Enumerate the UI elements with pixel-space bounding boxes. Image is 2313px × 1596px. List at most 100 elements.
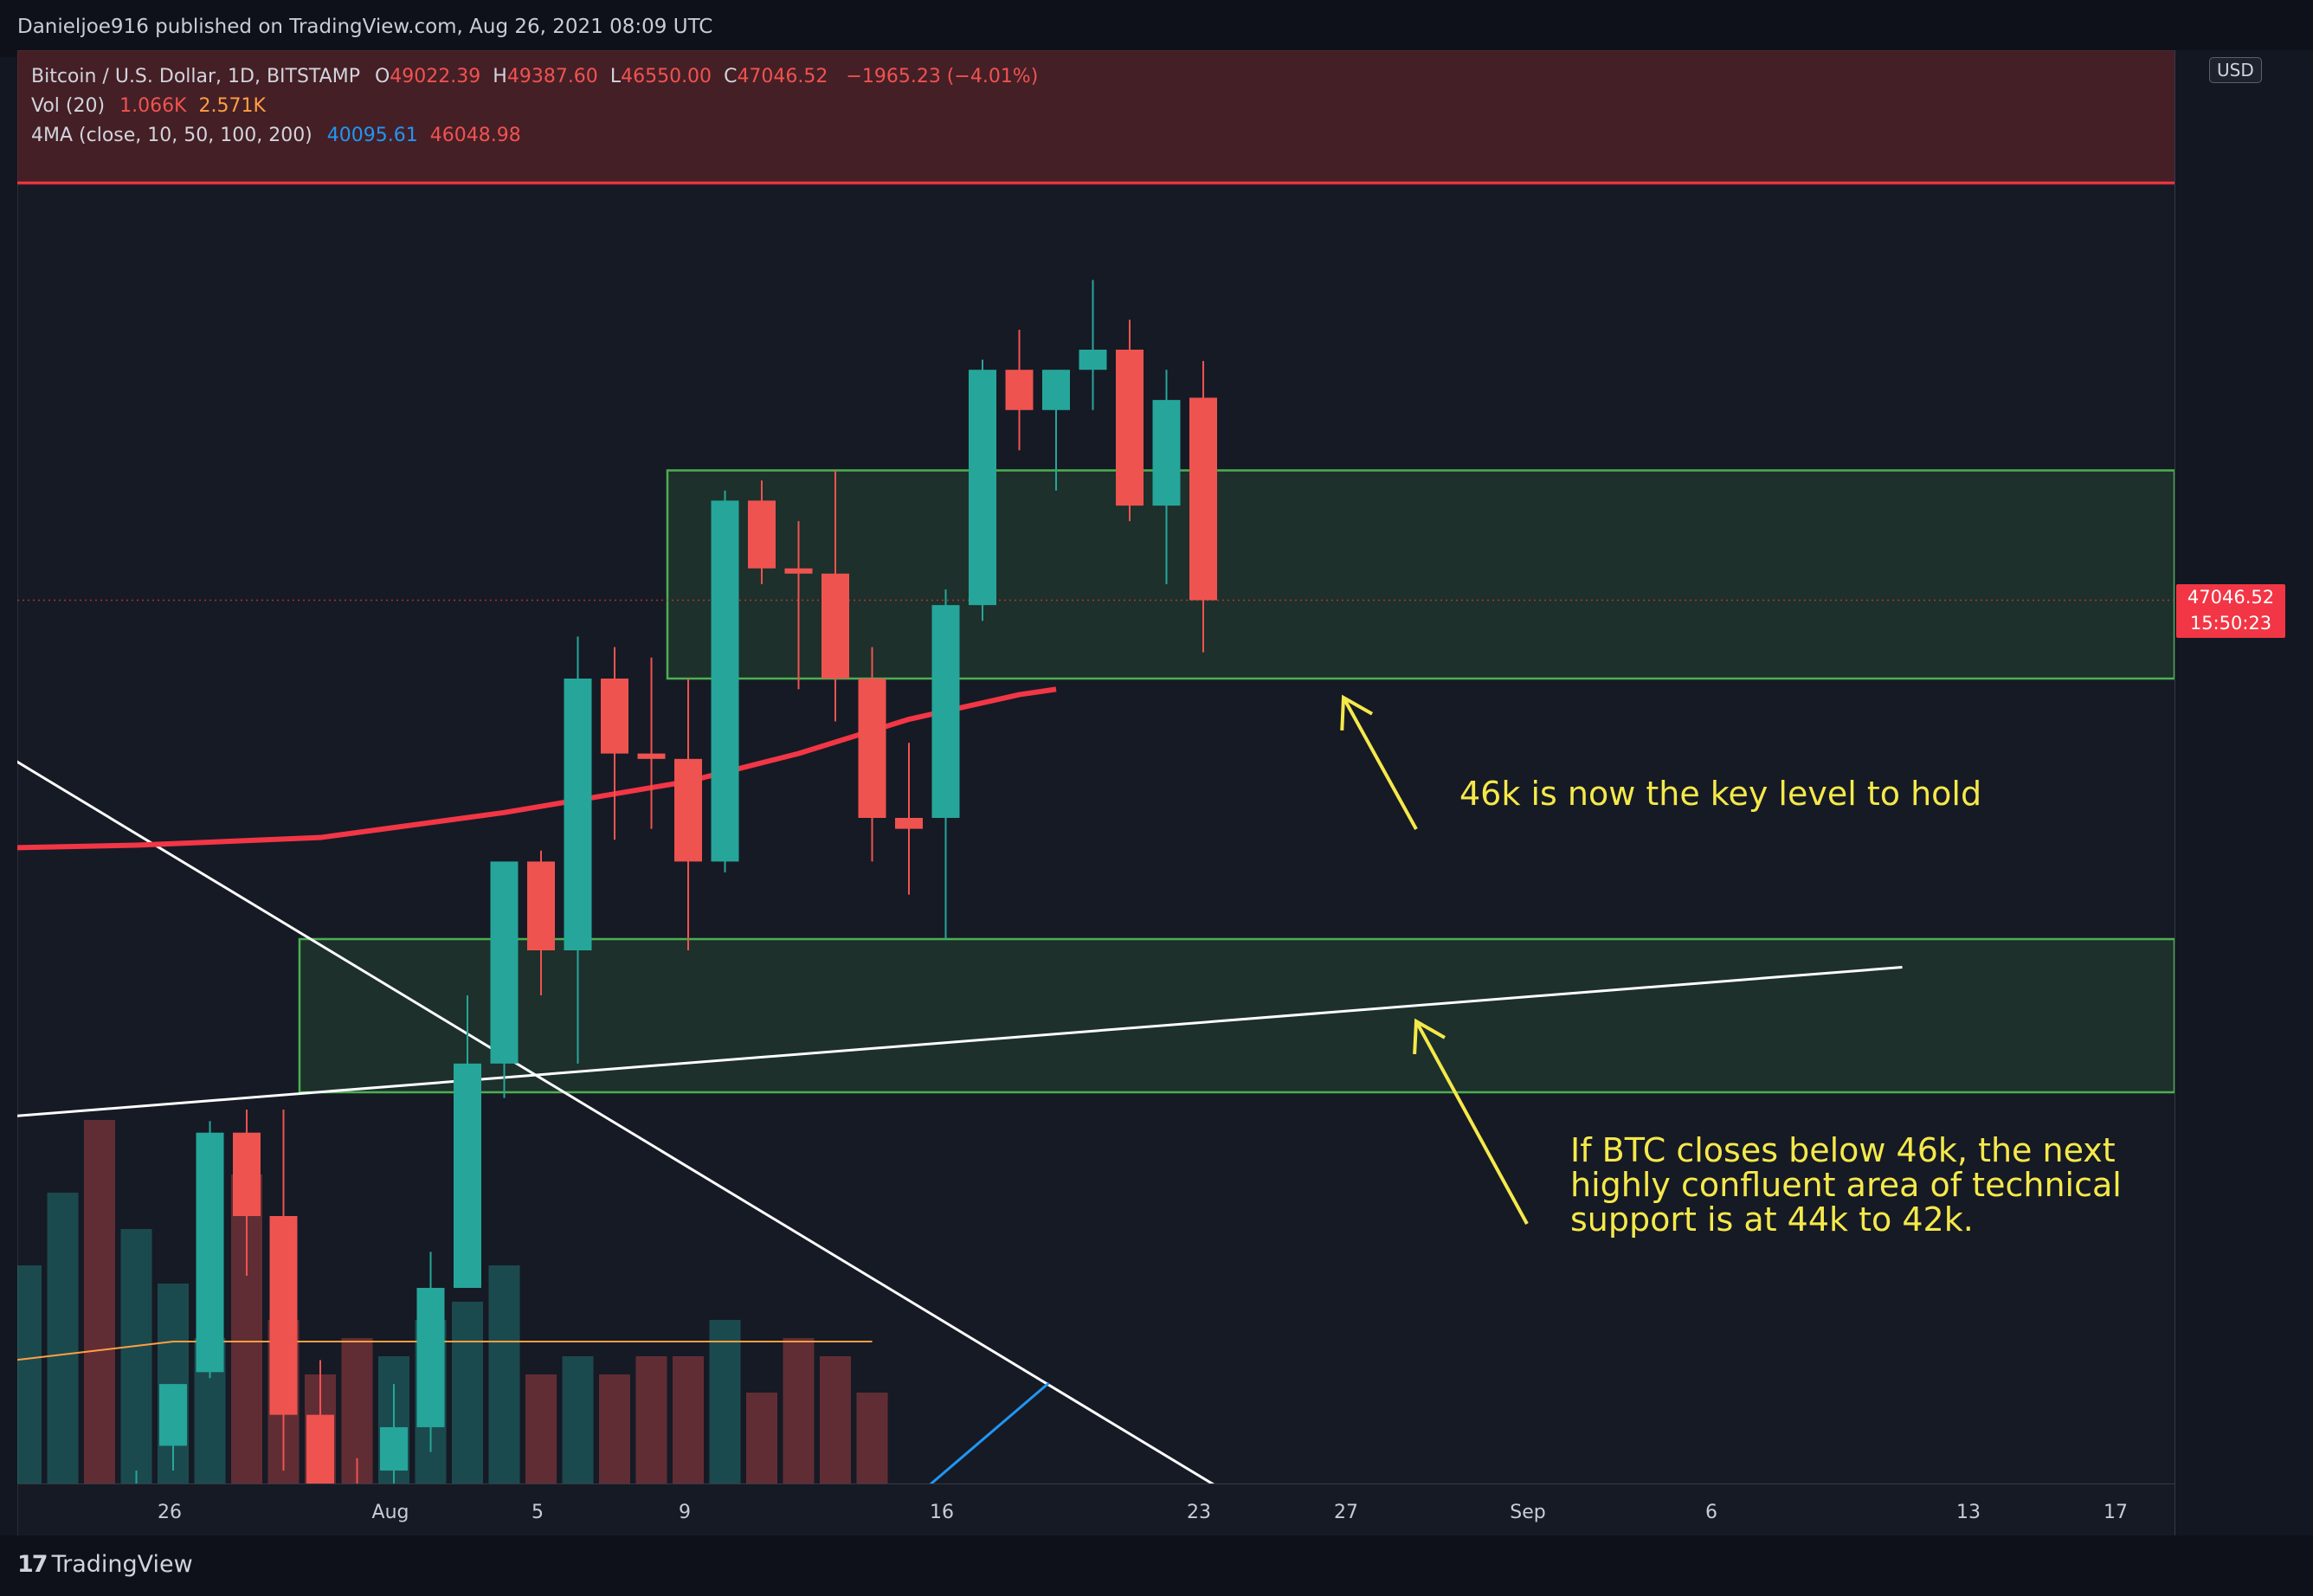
legend: Bitcoin / U.S. Dollar, 1D, BITSTAMP O490… — [31, 62, 1038, 151]
time-tick-label: Sep — [1510, 1502, 1545, 1523]
volume-bar — [599, 1374, 630, 1483]
volume-trendline — [929, 1381, 1050, 1483]
volume-value-1: 1.066K — [119, 95, 187, 117]
chart-frame[interactable] — [17, 50, 2175, 1536]
open-value: 49022.39 — [390, 66, 481, 87]
candle-body — [1189, 397, 1217, 601]
candle-body — [1079, 350, 1107, 370]
low-value: 46550.00 — [621, 66, 712, 87]
volume-bar — [47, 1193, 79, 1483]
annotation-arrow-1 — [1342, 697, 1418, 830]
time-tick-label: 16 — [930, 1502, 954, 1523]
candle-body — [159, 1384, 187, 1446]
annotation-arrow-2-head — [1413, 1018, 1446, 1055]
volume-bar — [673, 1356, 704, 1483]
time-tick-label: 26 — [158, 1502, 182, 1523]
candle-body — [527, 861, 555, 950]
candle-body — [416, 1288, 445, 1427]
volume-bar — [856, 1393, 888, 1483]
close-value: 47046.52 — [737, 66, 828, 87]
tradingview-icon: 17 — [17, 1551, 48, 1578]
time-tick-label: 27 — [1334, 1502, 1358, 1523]
ma-row: 4MA (close, 10, 50, 100, 200) 40095.61 4… — [31, 121, 1038, 151]
open-key: O — [374, 66, 390, 87]
candle-body — [711, 500, 739, 862]
volume-row: Vol (20) 1.066K 2.571K — [31, 92, 1038, 121]
time-tick-label: 9 — [679, 1502, 691, 1523]
candle-body — [1042, 370, 1070, 410]
candle-body — [637, 753, 666, 759]
candle-body — [601, 679, 628, 754]
support-zone — [666, 469, 2174, 680]
time-tick-label: 13 — [1956, 1502, 1981, 1523]
tradingview-logo[interactable]: 17 TradingView — [17, 1551, 193, 1578]
candle-body — [674, 758, 702, 862]
annotation-text: highly confluent area of technical — [1570, 1166, 2122, 1204]
candle-body — [969, 370, 996, 606]
ma-label: 4MA (close, 10, 50, 100, 200) — [31, 125, 312, 146]
annotation-text: 46k is now the key level to hold — [1459, 775, 1981, 813]
time-tick-label: 5 — [532, 1502, 544, 1523]
volume-bar — [525, 1374, 557, 1483]
annotation-arrow-2 — [1414, 1020, 1529, 1225]
last-price: 47046.52 — [2187, 587, 2275, 608]
trendline — [17, 760, 1214, 1483]
volume-bar — [746, 1393, 777, 1483]
support-zone — [298, 937, 2174, 1094]
ma-value-1: 40095.61 — [326, 125, 418, 146]
footer — [0, 1535, 2313, 1596]
candle-body — [821, 573, 849, 679]
volume-bar — [452, 1302, 483, 1483]
low-key: L — [609, 66, 622, 87]
volume-bar — [84, 1120, 115, 1483]
change-value: −1965.23 (−4.01%) — [846, 66, 1039, 87]
volume-bar — [820, 1356, 851, 1483]
header-strip — [0, 0, 2313, 57]
annotation-arrow-1-head — [1340, 694, 1374, 731]
time-axis[interactable] — [17, 1483, 2174, 1536]
candle-body — [895, 818, 923, 829]
ohlc-row: Bitcoin / U.S. Dollar, 1D, BITSTAMP O490… — [31, 62, 1038, 92]
candle-body — [196, 1132, 224, 1373]
candle-body — [306, 1414, 334, 1483]
upper-band — [17, 50, 2174, 185]
volume-bar — [488, 1265, 520, 1483]
published-info: Danieljoe916 published on TradingView.co… — [17, 16, 713, 38]
time-tick-label: 23 — [1187, 1502, 1211, 1523]
price-axis[interactable] — [2174, 50, 2313, 1535]
volume-label: Vol (20) — [31, 95, 106, 117]
close-key: C — [724, 66, 738, 87]
candle-body — [1116, 350, 1144, 506]
volume-ma-line — [17, 1341, 873, 1361]
bar-countdown: 15:50:23 — [2189, 613, 2272, 634]
candle-body — [1005, 370, 1034, 410]
candle-body — [1152, 400, 1181, 506]
volume-bar — [17, 1265, 42, 1483]
volume-bar — [783, 1338, 815, 1483]
plot-area — [0, 181, 2174, 1483]
time-tick-label: 6 — [1705, 1502, 1717, 1523]
candle-body — [233, 1132, 261, 1216]
candle-body — [564, 679, 592, 950]
candle-body — [454, 1063, 481, 1288]
brand-name: TradingView — [51, 1551, 193, 1578]
candle-body — [784, 568, 813, 574]
candle-body — [931, 605, 960, 818]
currency-badge[interactable]: USD — [2209, 57, 2262, 83]
ma-value-2: 46048.98 — [429, 125, 521, 146]
time-tick-label: 17 — [2104, 1502, 2128, 1523]
annotation-text: support is at 44k to 42k. — [1570, 1200, 1974, 1239]
annotation-text: If BTC closes below 46k, the next — [1570, 1131, 2116, 1169]
volume-bar — [709, 1320, 741, 1483]
symbol-label: Bitcoin / U.S. Dollar, 1D, BITSTAMP — [31, 66, 360, 87]
last-price-tag: 47046.52 15:50:23 — [2176, 584, 2285, 638]
volume-bar — [0, 1320, 5, 1483]
candle-body — [380, 1426, 408, 1471]
candle-body — [269, 1216, 298, 1415]
volume-bar — [120, 1229, 152, 1483]
trendline — [17, 966, 1903, 1117]
volume-bar — [562, 1356, 594, 1483]
volume-value-2: 2.571K — [198, 95, 266, 117]
candle-body — [748, 500, 776, 569]
